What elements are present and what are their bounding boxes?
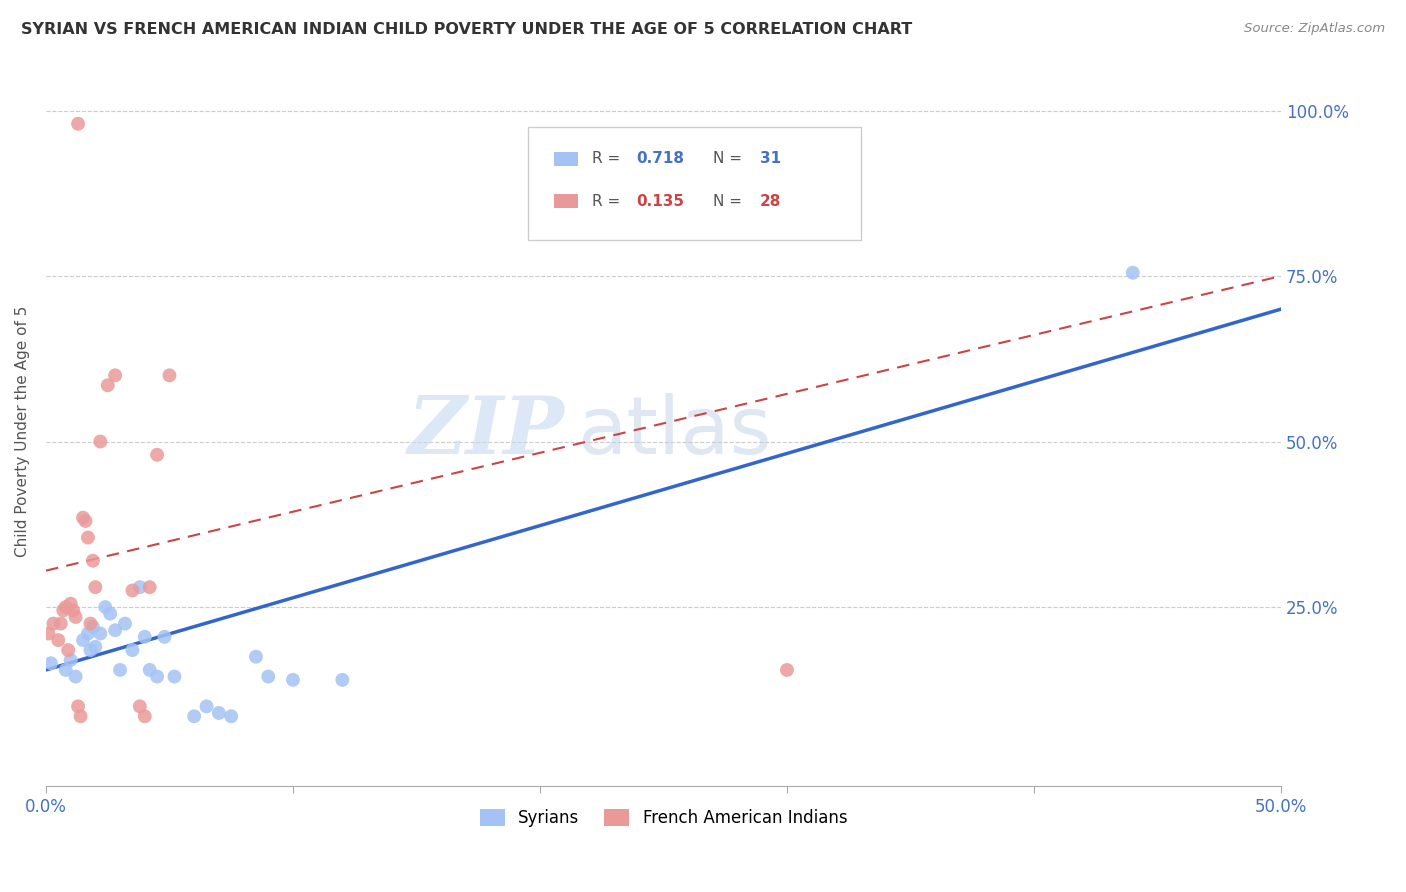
Point: [138, 663, 160, 677]
Point: [208, 706, 231, 720]
Point: [79, 643, 101, 657]
Point: [58, 643, 80, 657]
FancyBboxPatch shape: [527, 127, 860, 240]
Point: [82, 620, 104, 634]
Point: [138, 580, 160, 594]
Point: [89, 434, 111, 449]
Point: [77, 626, 100, 640]
Point: [219, 709, 242, 723]
Point: [128, 699, 150, 714]
Text: SYRIAN VS FRENCH AMERICAN INDIAN CHILD POVERTY UNDER THE AGE OF 5 CORRELATION CH: SYRIAN VS FRENCH AMERICAN INDIAN CHILD P…: [21, 22, 912, 37]
Point: [62, 603, 84, 617]
Legend: Syrians, French American Indians: Syrians, French American Indians: [472, 803, 853, 834]
Point: [776, 663, 799, 677]
Text: atlas: atlas: [576, 392, 772, 471]
Point: [82, 554, 104, 568]
Text: 0.135: 0.135: [637, 194, 685, 209]
Point: [49, 616, 72, 631]
Point: [114, 616, 136, 631]
Point: [128, 580, 150, 594]
Point: [75, 514, 97, 528]
Point: [257, 669, 280, 683]
Point: [89, 626, 111, 640]
Point: [65, 610, 87, 624]
Text: 31: 31: [759, 152, 780, 167]
Point: [195, 699, 218, 714]
Point: [134, 709, 156, 723]
Point: [153, 630, 176, 644]
Text: Source: ZipAtlas.com: Source: ZipAtlas.com: [1244, 22, 1385, 36]
FancyBboxPatch shape: [554, 194, 578, 209]
Point: [121, 583, 143, 598]
FancyBboxPatch shape: [554, 152, 578, 166]
Text: 0.718: 0.718: [637, 152, 685, 167]
Point: [79, 616, 101, 631]
Point: [1122, 266, 1144, 280]
Y-axis label: Child Poverty Under the Age of 5: Child Poverty Under the Age of 5: [15, 306, 30, 558]
Point: [104, 368, 127, 383]
Point: [159, 368, 181, 383]
Point: [97, 378, 120, 392]
Point: [134, 630, 156, 644]
Point: [59, 653, 82, 667]
Text: R =: R =: [592, 152, 624, 167]
Point: [42, 616, 65, 631]
Point: [39, 657, 62, 671]
Point: [77, 531, 100, 545]
Point: [72, 510, 94, 524]
Point: [281, 673, 304, 687]
Point: [84, 580, 107, 594]
Point: [332, 673, 354, 687]
Point: [98, 607, 121, 621]
Point: [69, 709, 91, 723]
Point: [146, 448, 169, 462]
Point: [55, 600, 77, 615]
Point: [84, 640, 107, 654]
Point: [72, 633, 94, 648]
Point: [183, 709, 205, 723]
Text: N =: N =: [713, 194, 747, 209]
Text: 28: 28: [759, 194, 782, 209]
Point: [94, 600, 117, 615]
Point: [104, 624, 127, 638]
Text: R =: R =: [592, 194, 624, 209]
Point: [55, 663, 77, 677]
Text: N =: N =: [713, 152, 747, 167]
Point: [163, 669, 186, 683]
Point: [67, 117, 90, 131]
Point: [245, 649, 267, 664]
Text: ZIP: ZIP: [408, 392, 565, 470]
Point: [46, 633, 69, 648]
Point: [67, 699, 90, 714]
Point: [121, 643, 143, 657]
Point: [37, 626, 59, 640]
Point: [59, 597, 82, 611]
Point: [65, 669, 87, 683]
Point: [52, 603, 75, 617]
Point: [146, 669, 169, 683]
Point: [108, 663, 131, 677]
